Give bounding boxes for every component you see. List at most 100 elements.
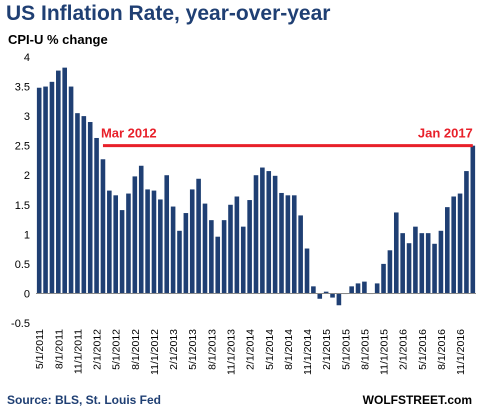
bar: [202, 203, 208, 294]
bar: [374, 283, 380, 294]
bar: [272, 175, 278, 294]
reference-end-label: Jan 2017: [418, 126, 473, 141]
bar: [183, 213, 189, 294]
bar: [240, 226, 246, 294]
y-tick-label: -0.5: [11, 318, 30, 330]
bar: [138, 165, 144, 294]
bar: [87, 122, 93, 294]
x-tick-label: 2/1/2016: [398, 329, 410, 370]
bar: [164, 175, 170, 294]
bar: [81, 116, 87, 294]
y-tick-label: 4: [24, 52, 30, 64]
bar: [413, 226, 418, 294]
bar: [291, 195, 297, 294]
bar: [445, 207, 450, 294]
bar: [438, 230, 444, 294]
x-tick-label: 5/1/2016: [417, 329, 429, 370]
x-tick-label: 5/1/2013: [187, 329, 199, 370]
bar: [177, 230, 182, 294]
bar: [234, 196, 240, 294]
x-tick-label: 2/1/2014: [245, 329, 257, 370]
x-tick-label: 8/1/2013: [206, 329, 218, 370]
x-tick-label: 11/1/2012: [149, 329, 161, 375]
y-tick-label: 0.5: [15, 259, 30, 271]
bar: [336, 293, 342, 306]
bar: [425, 233, 431, 294]
bar: [62, 67, 67, 294]
bar: [107, 190, 112, 294]
y-tick-label: 2: [24, 170, 30, 182]
bar: [215, 236, 221, 294]
bar: [349, 286, 354, 294]
x-tick-label: 8/1/2016: [436, 329, 448, 370]
x-tick-label: 8/1/2014: [283, 329, 295, 370]
x-tick-label: 5/1/2015: [340, 329, 352, 370]
bar: [457, 193, 463, 294]
bar: [151, 190, 157, 294]
bar: [362, 281, 367, 294]
y-tick-label: 0: [24, 288, 30, 300]
chart-title: US Inflation Rate, year-over-year: [6, 2, 331, 25]
bar: [247, 200, 252, 294]
y-tick-label: 1.5: [15, 200, 30, 212]
bar: [196, 178, 201, 294]
y-tick-label: 1: [24, 229, 30, 241]
x-tick-label: 11/1/2016: [455, 329, 467, 375]
y-tick-label: 2.5: [15, 141, 30, 153]
bar: [451, 196, 456, 294]
x-tick-label: 5/1/2011: [34, 329, 46, 369]
bar: [304, 248, 310, 294]
bar: [432, 243, 437, 294]
x-tick-label: 2/1/2012: [92, 329, 104, 370]
chart-subtitle: CPI-U % change: [8, 32, 108, 47]
bar: [323, 291, 329, 294]
bar: [285, 195, 291, 294]
bar: [221, 220, 227, 294]
bar: [400, 233, 405, 294]
x-tick-label: 11/1/2015: [379, 329, 391, 375]
bar: [330, 293, 335, 298]
bar: [170, 206, 176, 294]
bar: [49, 81, 55, 294]
bar: [43, 86, 48, 294]
x-tick-label: 2/1/2013: [168, 329, 180, 370]
bar: [132, 176, 138, 294]
reference-start-label: Mar 2012: [101, 126, 157, 141]
x-tick-label: 5/1/2014: [264, 329, 276, 370]
bar: [158, 199, 163, 294]
x-tick-label: 11/1/2014: [302, 329, 314, 375]
bar: [228, 204, 233, 294]
x-tick-label: 8/1/2015: [359, 329, 371, 370]
x-tick-label: 5/1/2012: [111, 329, 123, 370]
bar: [119, 210, 125, 294]
x-tick-label: 8/1/2012: [130, 329, 142, 370]
bar: [298, 215, 303, 294]
bar: [189, 189, 195, 294]
bar: [419, 233, 425, 294]
bar: [209, 220, 214, 294]
bar: [393, 212, 399, 294]
bar: [94, 137, 99, 294]
bar: [260, 167, 265, 294]
y-tick-label: 3: [24, 111, 30, 123]
bar: [355, 283, 361, 294]
bar: [311, 286, 316, 294]
bar: [464, 171, 469, 294]
bar: [113, 195, 118, 294]
bar: [279, 192, 284, 294]
x-tick-label: 2/1/2015: [321, 329, 333, 370]
bar: [100, 159, 106, 294]
bar: [387, 250, 393, 294]
bar: [317, 293, 323, 299]
bar: [381, 263, 386, 294]
bar: [470, 145, 476, 294]
bar: [56, 70, 61, 294]
bar: [126, 193, 131, 294]
brand-watermark: WOLFSTREET.com: [362, 393, 472, 407]
bar: [145, 189, 150, 294]
x-tick-label: 11/1/2011: [72, 329, 84, 374]
bar: [68, 86, 74, 294]
bar: [253, 175, 259, 294]
bar: [266, 171, 272, 294]
